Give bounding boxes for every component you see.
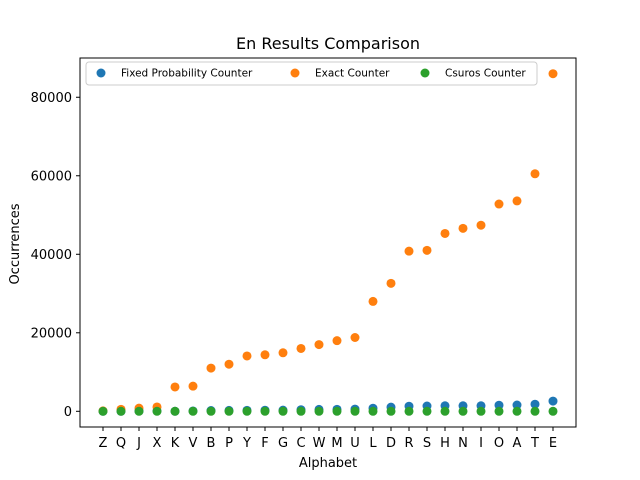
data-point	[242, 406, 252, 416]
data-point	[368, 406, 378, 416]
legend-marker	[420, 68, 430, 78]
data-point	[548, 396, 558, 406]
data-point	[494, 199, 504, 209]
y-tick-label: 60000	[31, 169, 72, 184]
data-point	[530, 169, 540, 179]
data-point	[548, 406, 558, 416]
data-point	[512, 406, 522, 416]
legend-label: Fixed Probability Counter	[121, 68, 253, 80]
x-tick-label: N	[458, 436, 468, 451]
x-tick-label: S	[423, 436, 431, 451]
data-point	[350, 332, 360, 342]
data-point	[188, 381, 198, 391]
x-tick-label: Y	[242, 436, 251, 451]
data-point	[278, 406, 288, 416]
data-point	[476, 406, 486, 416]
x-tick-label: P	[225, 436, 233, 451]
data-point	[458, 406, 468, 416]
data-point	[170, 382, 180, 392]
data-point	[170, 406, 180, 416]
data-point	[404, 406, 414, 416]
data-point	[98, 406, 108, 416]
legend-marker	[96, 68, 106, 78]
x-tick-label: O	[494, 436, 504, 451]
x-tick-label: L	[369, 436, 377, 451]
data-points	[98, 69, 558, 416]
data-point	[494, 406, 504, 416]
data-point	[350, 406, 360, 416]
x-tick-label: T	[530, 436, 539, 451]
x-tick-label: B	[207, 436, 216, 451]
data-point	[368, 296, 378, 306]
x-axis-label: Alphabet	[299, 456, 357, 471]
data-point	[440, 228, 450, 238]
data-point	[260, 406, 270, 416]
data-point	[278, 348, 288, 358]
x-tick-label: Q	[116, 436, 126, 451]
data-point	[116, 406, 126, 416]
data-point	[188, 406, 198, 416]
data-point	[224, 359, 234, 369]
x-tick-label: H	[440, 436, 450, 451]
chart-title: En Results Comparison	[236, 34, 420, 53]
legend-label: Exact Counter	[315, 68, 390, 80]
data-point	[260, 350, 270, 360]
x-tick-label: C	[296, 436, 305, 451]
data-point	[314, 340, 324, 350]
x-tick-label: M	[331, 436, 342, 451]
x-tick-label: A	[513, 436, 522, 451]
legend-marker	[290, 68, 300, 78]
data-point	[242, 351, 252, 361]
data-point	[512, 196, 522, 206]
x-tick-label: V	[189, 436, 198, 451]
data-point	[134, 406, 144, 416]
data-point	[296, 343, 306, 353]
data-point	[530, 406, 540, 416]
x-tick-label: R	[404, 436, 413, 451]
data-point	[458, 223, 468, 233]
data-point	[476, 220, 486, 230]
data-point	[206, 406, 216, 416]
data-point	[332, 406, 342, 416]
x-tick-label: I	[479, 436, 483, 451]
x-tick-label: K	[171, 436, 180, 451]
data-point	[332, 336, 342, 346]
x-tick-label: X	[153, 436, 162, 451]
x-tick-label: J	[136, 436, 141, 451]
x-tick-label: U	[350, 436, 360, 451]
data-point	[530, 399, 540, 409]
data-point	[512, 400, 522, 410]
data-point	[386, 406, 396, 416]
data-point	[206, 363, 216, 373]
x-tick-label: G	[278, 436, 288, 451]
y-tick-label: 20000	[31, 326, 72, 341]
data-point	[422, 406, 432, 416]
x-tick-label: W	[313, 436, 326, 451]
x-tick-label: F	[261, 436, 268, 451]
y-axis-label: Occurrences	[8, 203, 23, 284]
y-tick-label: 40000	[31, 248, 72, 263]
legend: Fixed Probability Counter Exact Counter Cs…	[85, 61, 538, 86]
axes: Z Q J X K V B P Y F G C W M U L D R S H N I O A T E 0 20000 40000 600…	[31, 57, 577, 451]
y-tick-label: 80000	[31, 91, 72, 106]
legend-box	[85, 61, 538, 86]
data-point	[314, 406, 324, 416]
data-point	[440, 406, 450, 416]
data-point	[386, 278, 396, 288]
x-tick-label: D	[386, 436, 396, 451]
x-tick-label: Z	[99, 436, 108, 451]
legend-label: Csuros Counter	[445, 68, 526, 80]
x-tick-label: E	[549, 436, 557, 451]
data-point	[224, 406, 234, 416]
data-point	[404, 246, 414, 256]
data-point	[152, 406, 162, 416]
data-point	[422, 245, 432, 255]
y-tick-label: 0	[64, 405, 72, 420]
plot-frame	[79, 57, 577, 428]
data-point	[548, 69, 558, 79]
data-point	[296, 406, 306, 416]
